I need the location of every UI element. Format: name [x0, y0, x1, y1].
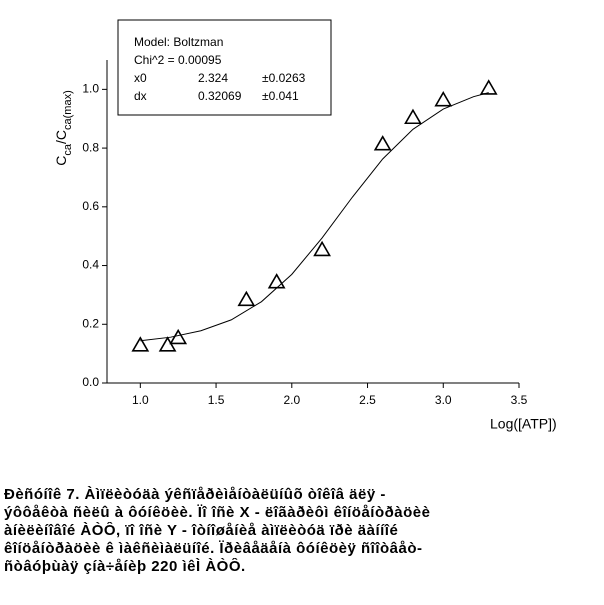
param: x0 [134, 71, 147, 85]
caption-line: àíèëèíîâîé ÀÒÔ, ïî îñè Y - îòíîøåíèå àìï… [4, 522, 399, 539]
param-value: 0.32069 [198, 89, 242, 103]
caption: Đèñóíîê 7. Àìïëèòóäà ýêñïåðèìåíòàëüíûõ ò… [4, 486, 600, 576]
x-tick-label: 3.5 [511, 393, 528, 407]
y-tick-label: 0.0 [82, 375, 99, 389]
point [373, 135, 392, 151]
point [404, 108, 422, 125]
point [169, 328, 188, 345]
y-tick-label: 0.2 [82, 316, 99, 330]
caption-line: ýôôåêòà ñèëû à ôóíêöèè. Ïî îñè X - ëîãàð… [4, 504, 431, 521]
x-tick-label: 2.0 [283, 393, 300, 407]
x-tick-label: 3.0 [435, 393, 452, 407]
x-tick-label: 1.5 [208, 393, 225, 407]
y-tick-label: 1.0 [82, 82, 99, 96]
y-tick-label: 0.4 [82, 258, 99, 272]
point [479, 79, 498, 95]
point [434, 91, 453, 107]
chi: Chi^2 = 0.00095 [134, 53, 222, 67]
point [131, 336, 150, 352]
caption-line: êîíöåíòðàöèè ê ìàêñèìàëüíîé. Ïðèâåäåíà ô… [4, 540, 423, 557]
model: Model: Boltzman [134, 35, 223, 49]
legend-box [117, 19, 332, 116]
param-value: 2.324 [198, 71, 228, 85]
caption-line: ñòâóþùàÿ çíà÷åíèþ 220 ìêÌ ÀÒÔ. [4, 558, 246, 575]
param-error: ±0.0263 [262, 71, 306, 85]
x-label: Log([ATP]) [490, 416, 557, 432]
x-tick-label: 2.5 [359, 393, 376, 407]
y-label: Cca/Cca(max) [53, 90, 74, 165]
point [158, 336, 177, 352]
param-error: ±0.041 [262, 89, 299, 103]
caption-text: Àìïëèòóäà ýêñïåðèìåíòàëüíûõ òîêîâ äëÿ - [84, 486, 386, 503]
point [237, 290, 256, 307]
param: dx [134, 89, 147, 103]
fit-line [140, 92, 489, 342]
point [313, 240, 331, 257]
y-tick-label: 0.6 [82, 199, 99, 213]
caption-line: Đèñóíîê 7. Àìïëèòóäà ýêñïåðèìåíòàëüíûõ ò… [4, 486, 600, 504]
x-tick-label: 1.0 [132, 393, 149, 407]
y-label-part: ca(max) [62, 90, 74, 130]
y-label-part: ca [62, 143, 74, 156]
caption-label: Đèñóíîê [4, 486, 62, 503]
y-tick-label: 0.8 [82, 140, 99, 154]
y-label-part: C [53, 156, 69, 166]
y-label-part: /C [53, 130, 69, 144]
chart: Model: Boltzman Chi^2 = 0.00095 x0 2.324… [53, 19, 557, 432]
point [267, 273, 286, 289]
caption-number: 7. [66, 486, 80, 503]
